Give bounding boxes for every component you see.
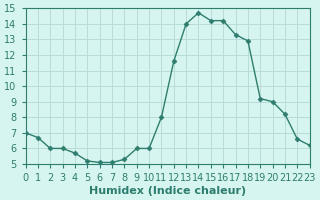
X-axis label: Humidex (Indice chaleur): Humidex (Indice chaleur): [89, 186, 246, 196]
